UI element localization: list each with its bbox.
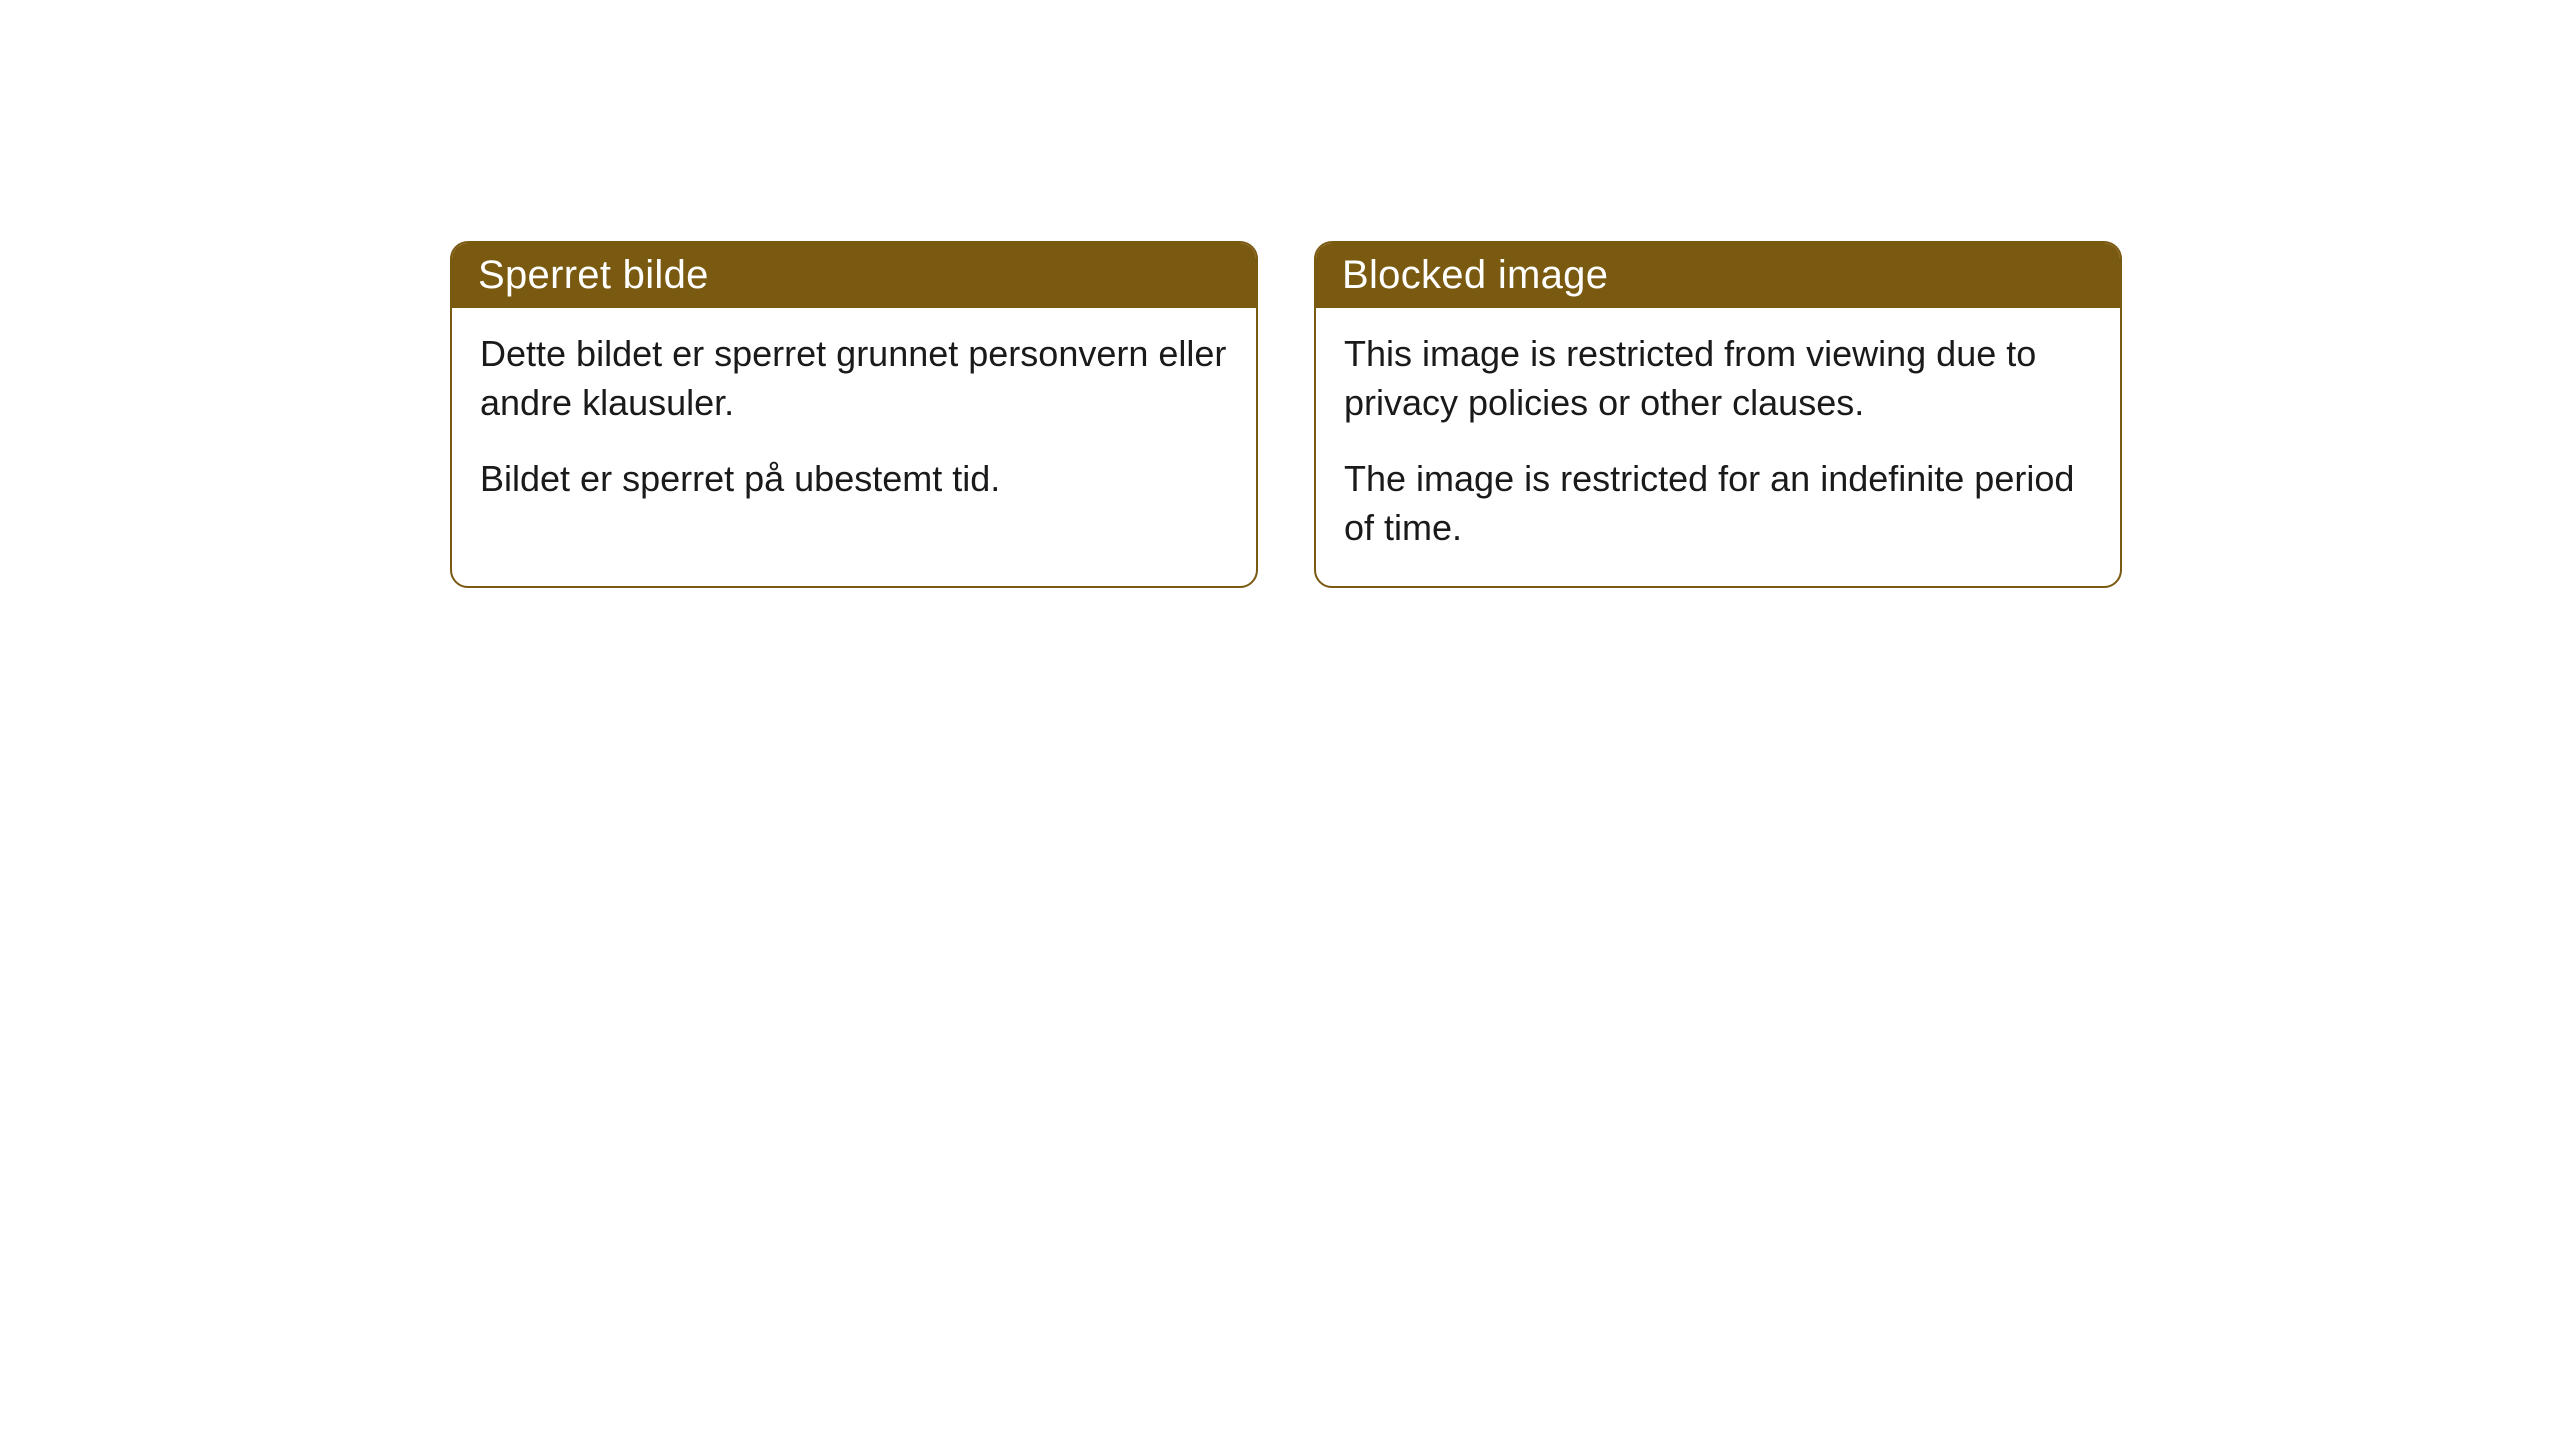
card-header: Blocked image — [1316, 243, 2120, 308]
cards-container: Sperret bilde Dette bildet er sperret gr… — [450, 241, 2122, 588]
card-paragraph-2: The image is restricted for an indefinit… — [1344, 455, 2092, 552]
card-title: Blocked image — [1342, 253, 1608, 297]
blocked-image-card-english: Blocked image This image is restricted f… — [1314, 241, 2122, 588]
blocked-image-card-norwegian: Sperret bilde Dette bildet er sperret gr… — [450, 241, 1258, 588]
card-paragraph-2: Bildet er sperret på ubestemt tid. — [480, 455, 1228, 504]
card-body: This image is restricted from viewing du… — [1316, 308, 2120, 586]
card-title: Sperret bilde — [478, 253, 709, 297]
card-paragraph-1: Dette bildet er sperret grunnet personve… — [480, 330, 1228, 427]
card-header: Sperret bilde — [452, 243, 1256, 308]
card-body: Dette bildet er sperret grunnet personve… — [452, 308, 1256, 538]
card-paragraph-1: This image is restricted from viewing du… — [1344, 330, 2092, 427]
